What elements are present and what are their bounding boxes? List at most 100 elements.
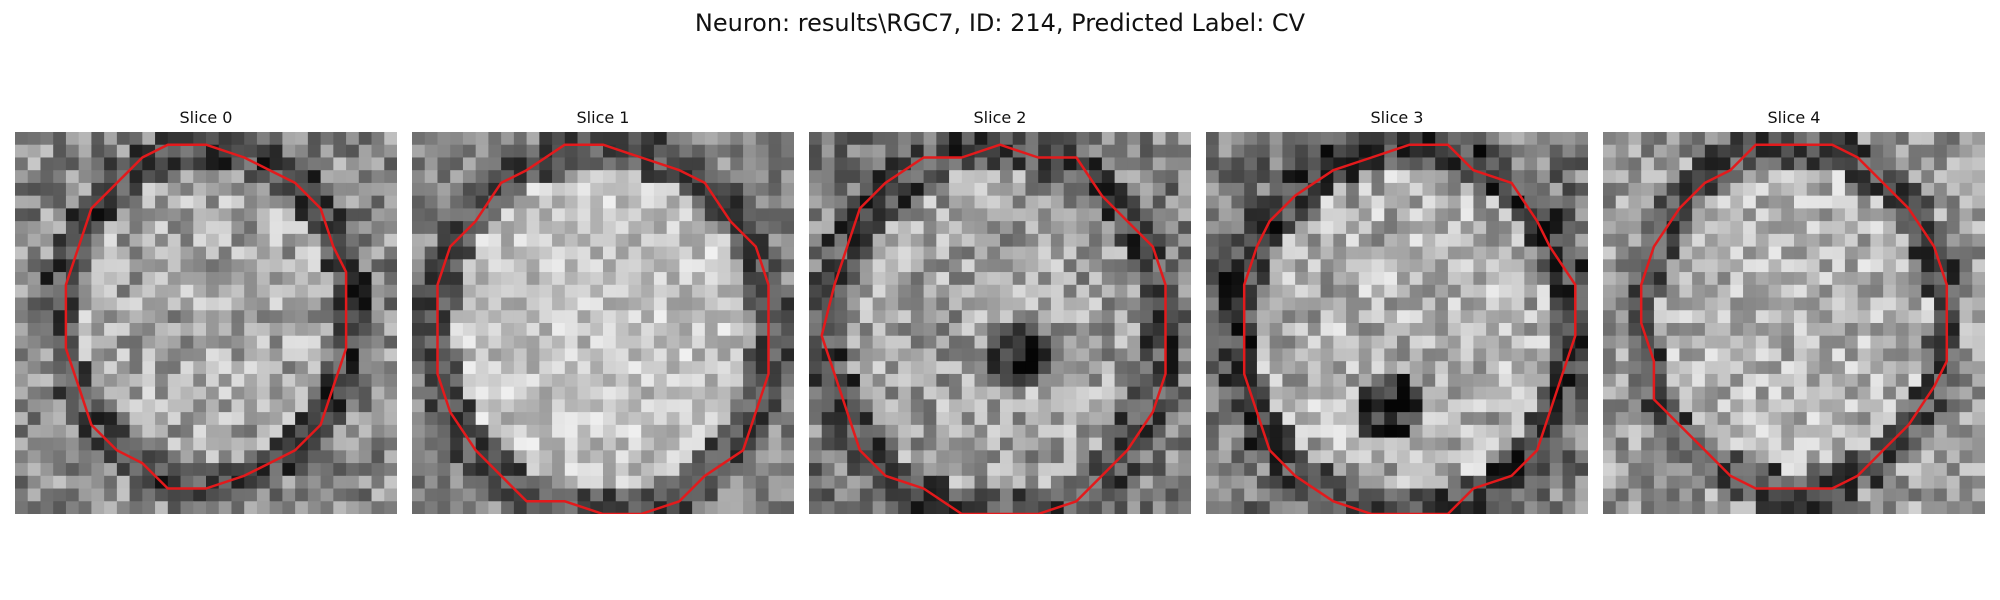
- pixel-cell: [641, 399, 655, 413]
- pixel-cell: [1704, 475, 1719, 490]
- pixel-cell: [1486, 233, 1500, 248]
- pixel-cell: [603, 323, 617, 337]
- pixel-cell: [1628, 361, 1642, 375]
- pixel-cell: [307, 412, 322, 426]
- pixel-cell: [872, 399, 886, 413]
- pixel-cell: [1256, 144, 1271, 159]
- pixel-cell: [653, 233, 668, 248]
- pixel-cell: [450, 488, 464, 502]
- pixel-cell: [256, 450, 271, 464]
- pixel-cell: [27, 335, 42, 350]
- pixel-cell: [1666, 233, 1680, 248]
- pixel-cell: [104, 424, 118, 439]
- pixel-cell: [1486, 208, 1500, 222]
- pixel-cell: [781, 424, 794, 439]
- pixel-cell: [1050, 233, 1065, 248]
- pixel-cell: [949, 361, 963, 375]
- pixel-cell: [384, 182, 397, 197]
- pixel-cell: [809, 182, 823, 197]
- pixel-cell: [256, 424, 271, 439]
- pixel-cell: [1063, 361, 1077, 375]
- pixel-cell: [1231, 361, 1245, 375]
- pixel-cell: [424, 424, 439, 439]
- pixel-cell: [666, 450, 680, 464]
- pixel-cell: [116, 144, 131, 159]
- pixel-cell: [923, 157, 937, 171]
- pixel-cell: [1946, 170, 1961, 184]
- pixel-cell: [244, 195, 258, 209]
- pixel-cell: [78, 157, 92, 171]
- pixel-cell: [269, 259, 283, 273]
- pixel-cell: [1282, 182, 1296, 197]
- pixel-cell: [412, 233, 426, 248]
- pixel-cell: [1908, 259, 1922, 273]
- pixel-cell: [1025, 412, 1039, 426]
- pixel-cell: [167, 361, 182, 375]
- pixel-cell: [666, 463, 680, 477]
- pixel-cell: [743, 373, 757, 388]
- pixel-cell: [974, 361, 988, 375]
- pixel-cell: [384, 233, 397, 248]
- pixel-cell: [307, 208, 322, 222]
- pixel-cell: [1346, 221, 1360, 235]
- pixel-cell: [104, 348, 118, 362]
- pixel-cell: [1857, 208, 1871, 222]
- pixel-cell: [346, 463, 360, 477]
- pixel-cell: [295, 272, 309, 286]
- pixel-cell: [295, 450, 309, 464]
- pixel-cell: [1447, 208, 1462, 222]
- pixel-cell: [615, 450, 630, 464]
- pixel-cell: [91, 437, 105, 451]
- pixel-cell: [1883, 399, 1897, 413]
- pixel-cell: [1371, 132, 1385, 146]
- pixel-cell: [1704, 488, 1719, 502]
- pixel-cell: [371, 157, 385, 171]
- pixel-cell: [1755, 399, 1770, 413]
- pixel-cell: [1269, 361, 1283, 375]
- pixel-cell: [961, 170, 976, 184]
- pixel-cell: [180, 437, 194, 451]
- pixel-cell: [501, 412, 515, 426]
- pixel-cell: [218, 424, 233, 439]
- pixel-cell: [1435, 297, 1449, 311]
- pixel-cell: [1384, 348, 1398, 362]
- pixel-cell: [1857, 361, 1871, 375]
- pixel-cell: [1050, 132, 1065, 146]
- pixel-cell: [1218, 132, 1233, 146]
- pixel-cell: [768, 386, 782, 400]
- pixel-cell: [1244, 221, 1258, 235]
- pixel-cell: [1870, 488, 1884, 502]
- pixel-cell: [1422, 501, 1436, 514]
- pixel-cell: [167, 259, 182, 273]
- pixel-cell: [384, 259, 397, 273]
- pixel-cell: [1972, 284, 1985, 299]
- pixel-cell: [1743, 501, 1757, 514]
- pixel-cell: [1320, 246, 1334, 260]
- pixel-cell: [1575, 323, 1588, 337]
- pixel-cell: [1946, 297, 1961, 311]
- pixel-cell: [1959, 412, 1973, 426]
- pixel-cell: [167, 246, 182, 260]
- pixel-cell: [1460, 182, 1474, 197]
- pixel-cell: [1397, 450, 1411, 464]
- pixel-cell: [526, 475, 540, 490]
- pixel-cell: [462, 132, 477, 146]
- pixel-cell: [346, 259, 360, 273]
- pixel-cell: [513, 463, 528, 477]
- pixel-cell: [1050, 475, 1065, 490]
- pixel-cell: [244, 501, 258, 514]
- pixel-cell: [590, 272, 604, 286]
- pixel-cell: [358, 373, 373, 388]
- pixel-cell: [1908, 450, 1922, 464]
- pixel-cell: [717, 157, 731, 171]
- pixel-cell: [564, 412, 579, 426]
- pixel-cell: [1794, 297, 1808, 311]
- pixel-cell: [809, 488, 823, 502]
- pixel-cell: [1025, 284, 1039, 299]
- pixel-cell: [307, 246, 322, 260]
- pixel-cell: [65, 221, 80, 235]
- pixel-cell: [923, 297, 937, 311]
- pixel-cell: [371, 170, 385, 184]
- pixel-cell: [358, 450, 373, 464]
- pixel-cell: [1422, 361, 1436, 375]
